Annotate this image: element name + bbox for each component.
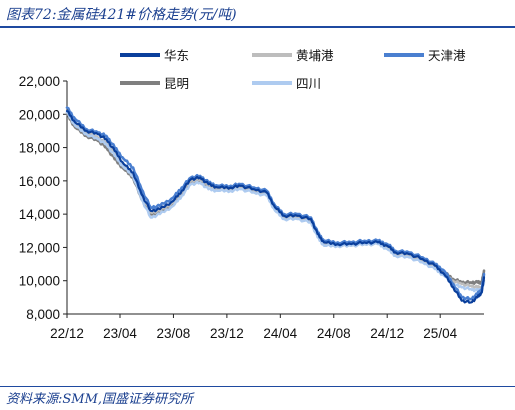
source-note: 资料来源:SMM,国盛证券研究所	[6, 392, 194, 407]
x-tick-label: 24/12	[370, 326, 404, 341]
page-title: 图表72:金属硅421#价格走势(元/吨)	[6, 7, 237, 23]
y-tick-label: 16,000	[19, 174, 60, 189]
x-tick-label: 24/04	[263, 326, 297, 341]
y-tick-label: 18,000	[19, 141, 60, 156]
x-tick-label: 23/12	[210, 326, 244, 341]
series-line-华东	[65, 109, 486, 304]
y-tick-label: 14,000	[19, 207, 60, 222]
x-tick-label: 24/08	[317, 326, 351, 341]
legend-label-天津港: 天津港	[428, 48, 466, 63]
x-tick-label: 23/04	[103, 326, 137, 341]
x-tick-label: 22/12	[50, 326, 84, 341]
series-line-天津港	[65, 106, 486, 301]
y-tick-label: 8,000	[26, 307, 60, 322]
legend-label-黄埔港: 黄埔港	[296, 48, 334, 63]
y-tick-label: 20,000	[19, 107, 60, 122]
legend-label-昆明: 昆明	[164, 76, 189, 91]
x-tick-label: 25/04	[423, 326, 457, 341]
legend-label-四川: 四川	[296, 76, 321, 91]
title-divider	[0, 26, 515, 28]
footer-divider	[0, 386, 515, 387]
y-tick-label: 10,000	[19, 274, 60, 289]
y-tick-label: 12,000	[19, 240, 60, 255]
y-tick-label: 22,000	[19, 74, 60, 89]
legend-label-华东: 华东	[164, 48, 189, 63]
x-tick-label: 23/08	[157, 326, 191, 341]
series-line-四川	[65, 111, 486, 293]
